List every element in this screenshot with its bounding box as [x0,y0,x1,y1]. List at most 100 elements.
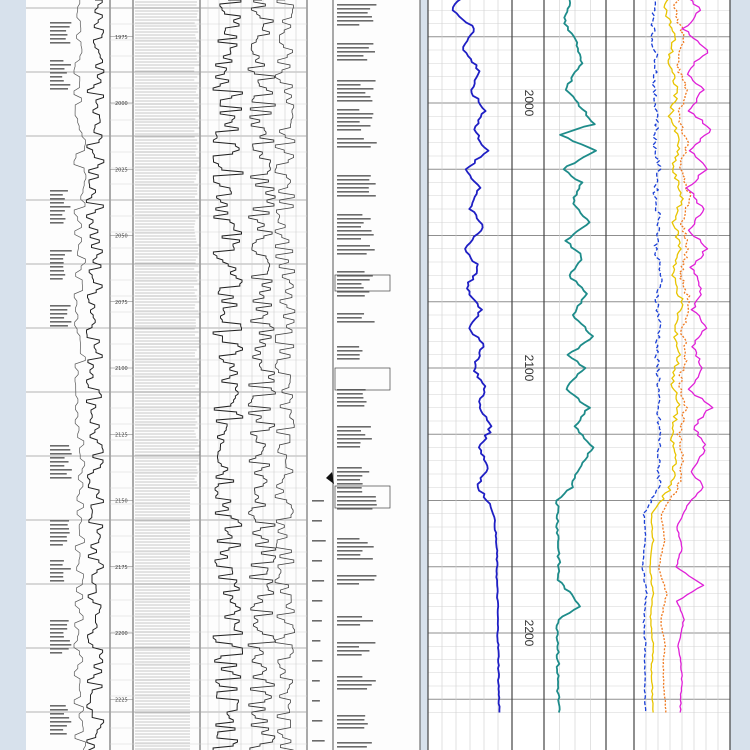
scan-annotation-left [50,72,67,74]
scan-annotation-right [337,96,371,98]
scan-annotation-left [50,636,64,638]
scan-annotation-left [50,305,71,307]
scan-annotation-right [337,446,361,448]
scan-annotation-right [337,542,368,544]
depth-label: 2100 [522,355,536,382]
scan-annotation-right [337,583,360,585]
scan-annotation-left [50,644,72,646]
scan-annotation-right [337,317,362,319]
scan-annotation-right [337,550,363,552]
scan-annotation-right [337,483,363,485]
scan-annotation-right [337,442,361,444]
scan-annotation-left [50,88,68,90]
scan-annotation-right [337,538,360,540]
scan-sample-tag [312,680,320,682]
scan-annotation-left [50,568,71,570]
scan-annotation-left [50,270,64,272]
scanned-log-texture: 1975 2000 2025 2050 2075 2100 2125 2150 2175 2200… [26,0,421,750]
scan-annotation-right [337,620,374,622]
scan-annotation-right [337,434,366,436]
scan-annotation-right [337,138,364,140]
scan-annotation-right [337,238,361,240]
scan-annotation-left [50,620,69,622]
scan-annotation-right [337,47,369,49]
scan-depth-label: 2000 [115,101,128,107]
scan-sample-tag [312,600,323,602]
scan-depth-label: 2050 [115,234,128,240]
scan-annotation-right [337,117,373,119]
scan-annotation-right [337,100,373,102]
scan-annotation-right [337,129,362,131]
scan-annotation-right [337,715,366,717]
scan-annotation-left [50,258,64,260]
scan-annotation-left [50,190,68,192]
scan-box [334,367,391,391]
scan-annotation-right [337,16,372,18]
scan-annotation-right [337,496,376,498]
scan-annotation-right [337,401,367,403]
scan-annotation-right [337,271,365,273]
scan-annotation-left [50,278,63,280]
scan-annotation-left [50,222,64,224]
scan-annotation-right [337,405,365,407]
scan-annotation-left [50,34,68,36]
scan-box [334,485,391,509]
scan-annotation-left [50,477,72,479]
scan-annotation-right [337,719,365,721]
scan-annotation-left [50,536,67,538]
scan-annotation-left [50,717,70,719]
scanned-log-panel [26,0,420,750]
scan-annotation-right [337,4,377,6]
scan-sample-tag [312,500,324,502]
scan-box [334,274,391,292]
scan-annotation-left [50,564,63,566]
scan-annotation-right [337,579,375,581]
scan-annotation-right [337,279,370,281]
scan-depth-label: 2100 [115,366,128,372]
scan-annotation-right [337,546,374,548]
scan-sample-tag [312,560,323,562]
scan-annotation-right [337,92,366,94]
scan-annotation-right [337,55,364,57]
scan-annotation-right [337,742,372,744]
scan-annotation-left [50,214,63,216]
scan-sample-tag [312,540,326,542]
scan-annotation-right [337,471,370,473]
scanned-curve-gamma [85,0,105,750]
scan-annotation-left [50,254,65,256]
scan-annotation-right [337,508,373,510]
scan-annotation-left [50,540,68,542]
scan-annotation-right [337,187,369,189]
scan-annotation-left [50,713,64,715]
scan-depth-label: 2150 [115,499,128,505]
scan-annotation-left [50,60,64,62]
scan-annotation-left [50,628,68,630]
scan-annotation-right [337,723,368,725]
scanned-curve-density [274,0,296,750]
scan-annotation-left [50,38,66,40]
series-curve-1 [451,0,501,713]
scan-annotation-left [50,532,70,534]
scan-annotation-left [50,733,67,735]
depth-label: 2200 [522,620,536,647]
scan-annotation-right [337,191,369,193]
scan-annotation-right [337,430,362,432]
scan-annotation-right [337,397,364,399]
scan-annotation-right [337,727,365,729]
scan-annotation-left [50,26,70,28]
scan-annotation-left [50,309,68,311]
scan-annotation-left [50,274,66,276]
series-curve-5 [658,0,692,713]
scan-depth-label: 2125 [115,432,128,438]
scan-sample-tag [312,580,325,582]
scan-sample-tag [312,740,325,742]
scan-annotation-left [50,80,64,82]
scan-annotation-right [337,654,362,656]
scan-sample-tag [312,620,322,622]
scan-annotation-right [337,24,360,26]
scan-depth-label: 1975 [115,35,128,41]
scan-sample-tag [312,640,321,642]
scan-annotation-right [337,84,361,86]
scan-annotation-right [337,183,376,185]
